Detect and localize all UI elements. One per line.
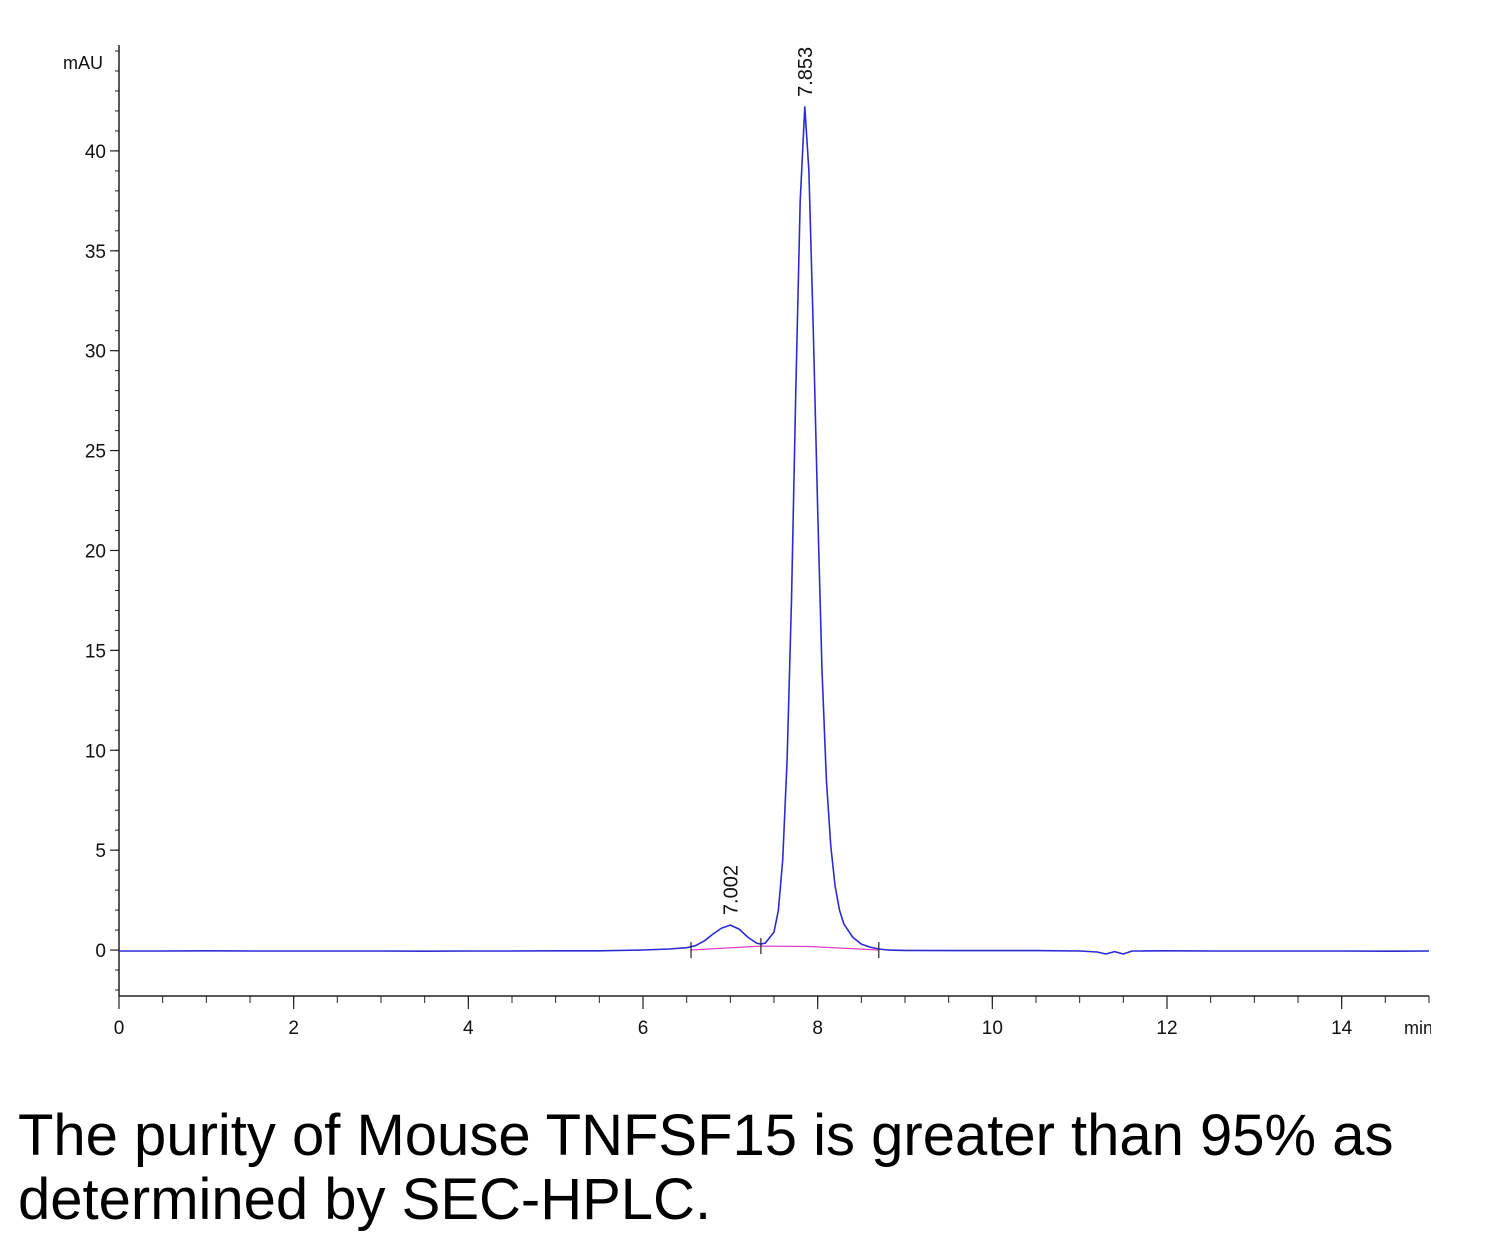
x-tick-label: 4 [463, 1018, 474, 1039]
x-tick-label: 12 [1156, 1018, 1177, 1039]
chart-marks [119, 106, 1430, 959]
y-tick-label: 25 [85, 442, 106, 463]
peak-retention-label: 7.853 [795, 47, 817, 97]
y-tick-label: 20 [85, 541, 106, 562]
y-tick-label: 40 [85, 142, 106, 163]
y-tick-label: 5 [95, 841, 106, 862]
y-tick-label: 10 [85, 741, 106, 762]
chromatogram-chart: 0 5 10 15 20 25 30 35 40 mAU 0 2 4 6 8 10 12 14 min 7.002 7.… [63, 45, 1433, 1039]
y-tick-label: 0 [95, 941, 106, 962]
y-axis-unit-label: mAU [63, 53, 103, 73]
peak-retention-label: 7.002 [721, 865, 743, 915]
x-tick-label: 8 [812, 1018, 823, 1039]
x-axis-unit-label: min [1404, 1018, 1433, 1038]
baseline-trace [690, 945, 879, 951]
x-tick-label: 14 [1331, 1018, 1353, 1039]
x-tick-label: 0 [114, 1018, 125, 1039]
signal-trace [119, 106, 1430, 955]
caption-text: The purity of Mouse TNFSF15 is greater t… [18, 1103, 1394, 1232]
x-tick-label: 10 [982, 1018, 1003, 1039]
y-tick-label: 35 [85, 242, 106, 263]
x-tick-label: 6 [638, 1018, 649, 1039]
y-tick-label: 30 [85, 342, 106, 363]
chart-labels: 0 5 10 15 20 25 30 35 40 mAU 0 2 4 6 8 10 12 14 min 7.002 7.… [63, 47, 1433, 1039]
x-tick-label: 2 [288, 1018, 299, 1039]
chart-axes [110, 45, 1430, 1009]
y-tick-label: 15 [85, 641, 106, 662]
